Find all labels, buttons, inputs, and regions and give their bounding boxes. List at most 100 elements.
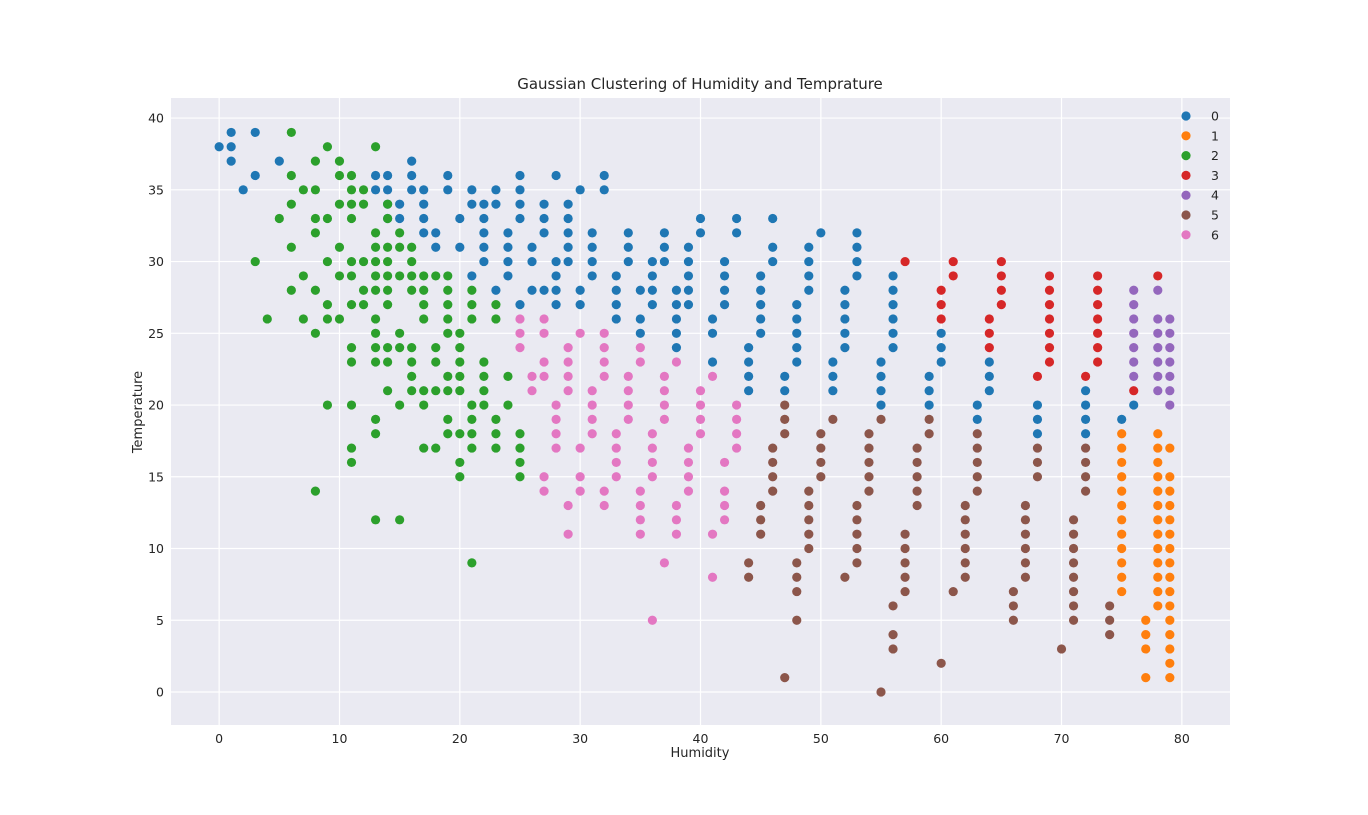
point: [1093, 300, 1103, 310]
point: [732, 443, 742, 453]
point: [1165, 472, 1175, 482]
series-3: [900, 256, 1163, 396]
point: [1044, 357, 1055, 367]
point: [816, 457, 826, 468]
point: [527, 242, 537, 252]
point: [1093, 314, 1103, 324]
point: [611, 457, 621, 468]
point: [996, 285, 1006, 295]
point: [1129, 314, 1139, 324]
point: [539, 486, 549, 496]
point: [936, 285, 946, 295]
point: [744, 386, 754, 396]
point: [635, 515, 645, 525]
point: [1165, 529, 1175, 539]
point: [491, 285, 501, 295]
point: [984, 357, 994, 367]
point: [238, 185, 248, 195]
point: [467, 314, 477, 324]
point: [912, 472, 922, 482]
point: [491, 185, 501, 195]
point: [515, 185, 525, 195]
point: [286, 285, 296, 295]
point: [479, 228, 489, 238]
point: [744, 371, 754, 381]
point: [912, 443, 922, 453]
x-tick-label: 50: [813, 731, 829, 746]
point: [1165, 443, 1175, 453]
point: [1153, 386, 1163, 396]
point: [768, 256, 778, 267]
point: [575, 328, 585, 338]
point: [611, 443, 621, 453]
point: [840, 572, 850, 582]
legend-marker-0: [1181, 111, 1191, 121]
point: [1080, 429, 1091, 439]
x-tick-label: 70: [1054, 731, 1070, 746]
series-1: [1117, 429, 1175, 683]
point: [852, 529, 862, 539]
point: [852, 558, 862, 568]
point: [780, 400, 790, 410]
point: [346, 300, 357, 310]
point: [707, 328, 718, 338]
point: [587, 256, 597, 267]
point: [756, 500, 766, 511]
point: [683, 443, 694, 453]
point: [527, 371, 537, 381]
point: [864, 457, 874, 468]
point: [286, 127, 296, 138]
point: [1129, 400, 1139, 410]
point: [551, 429, 561, 439]
point: [984, 343, 994, 353]
point: [346, 213, 357, 224]
point: [467, 300, 477, 310]
point: [695, 414, 706, 424]
point: [1165, 314, 1175, 324]
point: [707, 529, 718, 539]
point: [1020, 515, 1031, 525]
point: [864, 486, 874, 496]
point: [1093, 357, 1103, 367]
point: [1032, 429, 1043, 439]
point: [1008, 586, 1018, 597]
point: [226, 142, 236, 152]
point: [1093, 271, 1103, 281]
point: [1165, 572, 1175, 582]
point: [431, 443, 441, 453]
point: [370, 314, 381, 324]
point: [1153, 457, 1163, 468]
point: [707, 357, 718, 367]
point: [383, 357, 393, 367]
point: [443, 300, 453, 310]
point: [310, 228, 321, 238]
point: [900, 586, 910, 597]
point: [816, 429, 826, 439]
point: [683, 300, 694, 310]
x-tick-label: 60: [933, 731, 949, 746]
point: [539, 213, 549, 224]
point: [1153, 601, 1163, 611]
point: [1165, 486, 1175, 496]
point: [286, 170, 296, 181]
point: [635, 314, 645, 324]
point: [1044, 314, 1055, 324]
point: [900, 558, 910, 568]
point: [659, 371, 669, 381]
point: [1044, 271, 1055, 281]
point: [467, 400, 477, 410]
point: [1141, 630, 1151, 640]
point: [1080, 486, 1091, 496]
point: [1020, 529, 1031, 539]
point: [383, 343, 393, 353]
point: [1068, 515, 1079, 525]
point: [395, 242, 405, 252]
point: [395, 213, 405, 224]
point: [370, 429, 381, 439]
x-tick-label: 0: [215, 731, 223, 746]
point: [647, 300, 657, 310]
point: [647, 285, 657, 295]
point: [563, 256, 573, 267]
point: [707, 314, 718, 324]
